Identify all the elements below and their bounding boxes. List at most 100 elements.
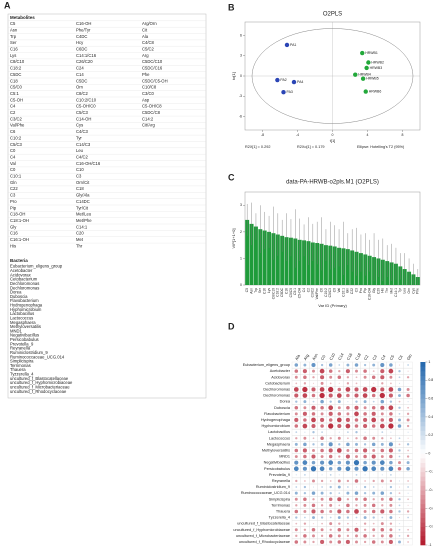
x-tick-label: C4 (302, 288, 306, 292)
correlation-dot (320, 509, 324, 514)
correlation-dot (328, 454, 333, 459)
correlation-dot (388, 417, 393, 422)
colorbar-step (420, 407, 426, 413)
colorbar-step (420, 540, 426, 546)
colorbar-step (420, 476, 426, 482)
correlation-dot (381, 516, 384, 519)
x-tick-label: Pro (359, 288, 363, 293)
point-label: PA3 (287, 90, 293, 94)
correlation-dot (337, 400, 341, 404)
correlation-dot (381, 382, 384, 385)
correlation-dot (398, 455, 401, 458)
table-cell: Orn/Cit (76, 180, 90, 185)
correlation-dot (355, 516, 358, 519)
x-tick-label: Gly (372, 288, 376, 293)
correlation-dot (346, 448, 350, 452)
y-tick-label: 0 (240, 283, 242, 287)
correlation-dot (294, 412, 298, 416)
x-tick-label: Cys (411, 288, 415, 294)
correlation-dot (345, 387, 351, 392)
correlation-dot (303, 406, 307, 410)
correlation-dot (303, 363, 307, 367)
correlation-dot (310, 466, 317, 472)
colorbar-step (420, 471, 426, 477)
row-label: Lactococcus (269, 436, 290, 440)
table-cell: C8/C2 (76, 91, 89, 96)
table-cell: Cit/Arg (142, 123, 155, 128)
correlation-dot (321, 431, 323, 434)
x-tick-label: C14:1 (394, 288, 398, 297)
bar (297, 239, 302, 285)
correlation-dot (406, 443, 410, 446)
correlation-dot (345, 454, 350, 459)
score-point (364, 65, 369, 71)
correlation-dot (311, 424, 316, 429)
correlation-dot (346, 442, 350, 447)
correlation-dot (312, 443, 315, 446)
table-cell: Ala (142, 34, 149, 39)
colorbar-step (420, 371, 426, 377)
correlation-dot (320, 460, 325, 465)
column-label: C0 (320, 353, 327, 361)
x-tick-label: C3/C2 (311, 288, 315, 298)
correlation-dot (363, 412, 367, 416)
x-tick-label: C18 (284, 288, 288, 294)
correlation-dot (355, 534, 358, 538)
correlation-dot (336, 448, 342, 453)
table-cell: C10:2/C10 (76, 97, 97, 102)
correlation-dot (380, 466, 385, 471)
x-tick-label: Met (389, 288, 393, 294)
correlation-dot (355, 473, 358, 476)
colorbar-step (420, 458, 426, 463)
point-label: HRWB3 (370, 66, 383, 70)
correlation-dot (295, 474, 297, 476)
correlation-dot (337, 375, 342, 380)
x-axis-label: t[1] (330, 138, 336, 143)
correlation-dot (407, 486, 409, 488)
correlation-dot (304, 473, 306, 476)
correlation-dot (363, 509, 367, 513)
table-cell: Persicobabulus (10, 337, 39, 342)
table-cell: C3/C0 (142, 91, 155, 96)
row-label: Acidovorax (271, 375, 290, 379)
score-point (360, 50, 365, 56)
colorbar-step (420, 503, 426, 509)
table-cell: C10:2 (10, 135, 22, 140)
correlation-dot (379, 423, 385, 429)
correlation-dot (303, 418, 307, 422)
row-label: Cetobacterium (265, 381, 290, 385)
correlation-dot (372, 363, 376, 367)
table-cell: Asn (10, 27, 18, 32)
correlation-dot (398, 461, 401, 465)
correlation-dot (328, 460, 334, 465)
table-cell: C5-OH/C8 (142, 104, 162, 109)
table-cell: C14 (76, 72, 84, 77)
correlation-dot (363, 400, 367, 404)
correlation-dot (320, 424, 324, 428)
colorbar-step (420, 362, 426, 367)
table-cell: uncultured_f_Microbacteriaceae (10, 384, 70, 389)
table-cell: C18-OH (10, 212, 25, 217)
score-point (284, 42, 290, 48)
table-cell: Flavobacterium (10, 298, 39, 303)
correlation-dot (312, 479, 315, 483)
score-point (360, 76, 366, 81)
correlation-dot (328, 497, 333, 502)
correlation-dot (398, 449, 401, 452)
correlation-dot (337, 479, 341, 483)
correlation-dot (337, 406, 341, 410)
note: R2X[1] = 0.292 (245, 145, 270, 149)
table-cell: Dechloromonas (10, 281, 39, 286)
colorbar-step (420, 517, 426, 523)
correlation-dot (355, 486, 358, 488)
correlation-dot (380, 405, 385, 410)
correlation-dot (320, 491, 324, 495)
correlation-dot (312, 523, 315, 525)
y-tick-label: 3 (240, 203, 242, 207)
correlation-dot (353, 460, 360, 466)
row-label: Negativibacillus (264, 461, 290, 465)
table-cell: Lactobacillus (10, 311, 34, 316)
correlation-dot (311, 454, 316, 459)
x-tick-label: Tyr (398, 287, 402, 292)
correlation-dot (312, 430, 315, 434)
